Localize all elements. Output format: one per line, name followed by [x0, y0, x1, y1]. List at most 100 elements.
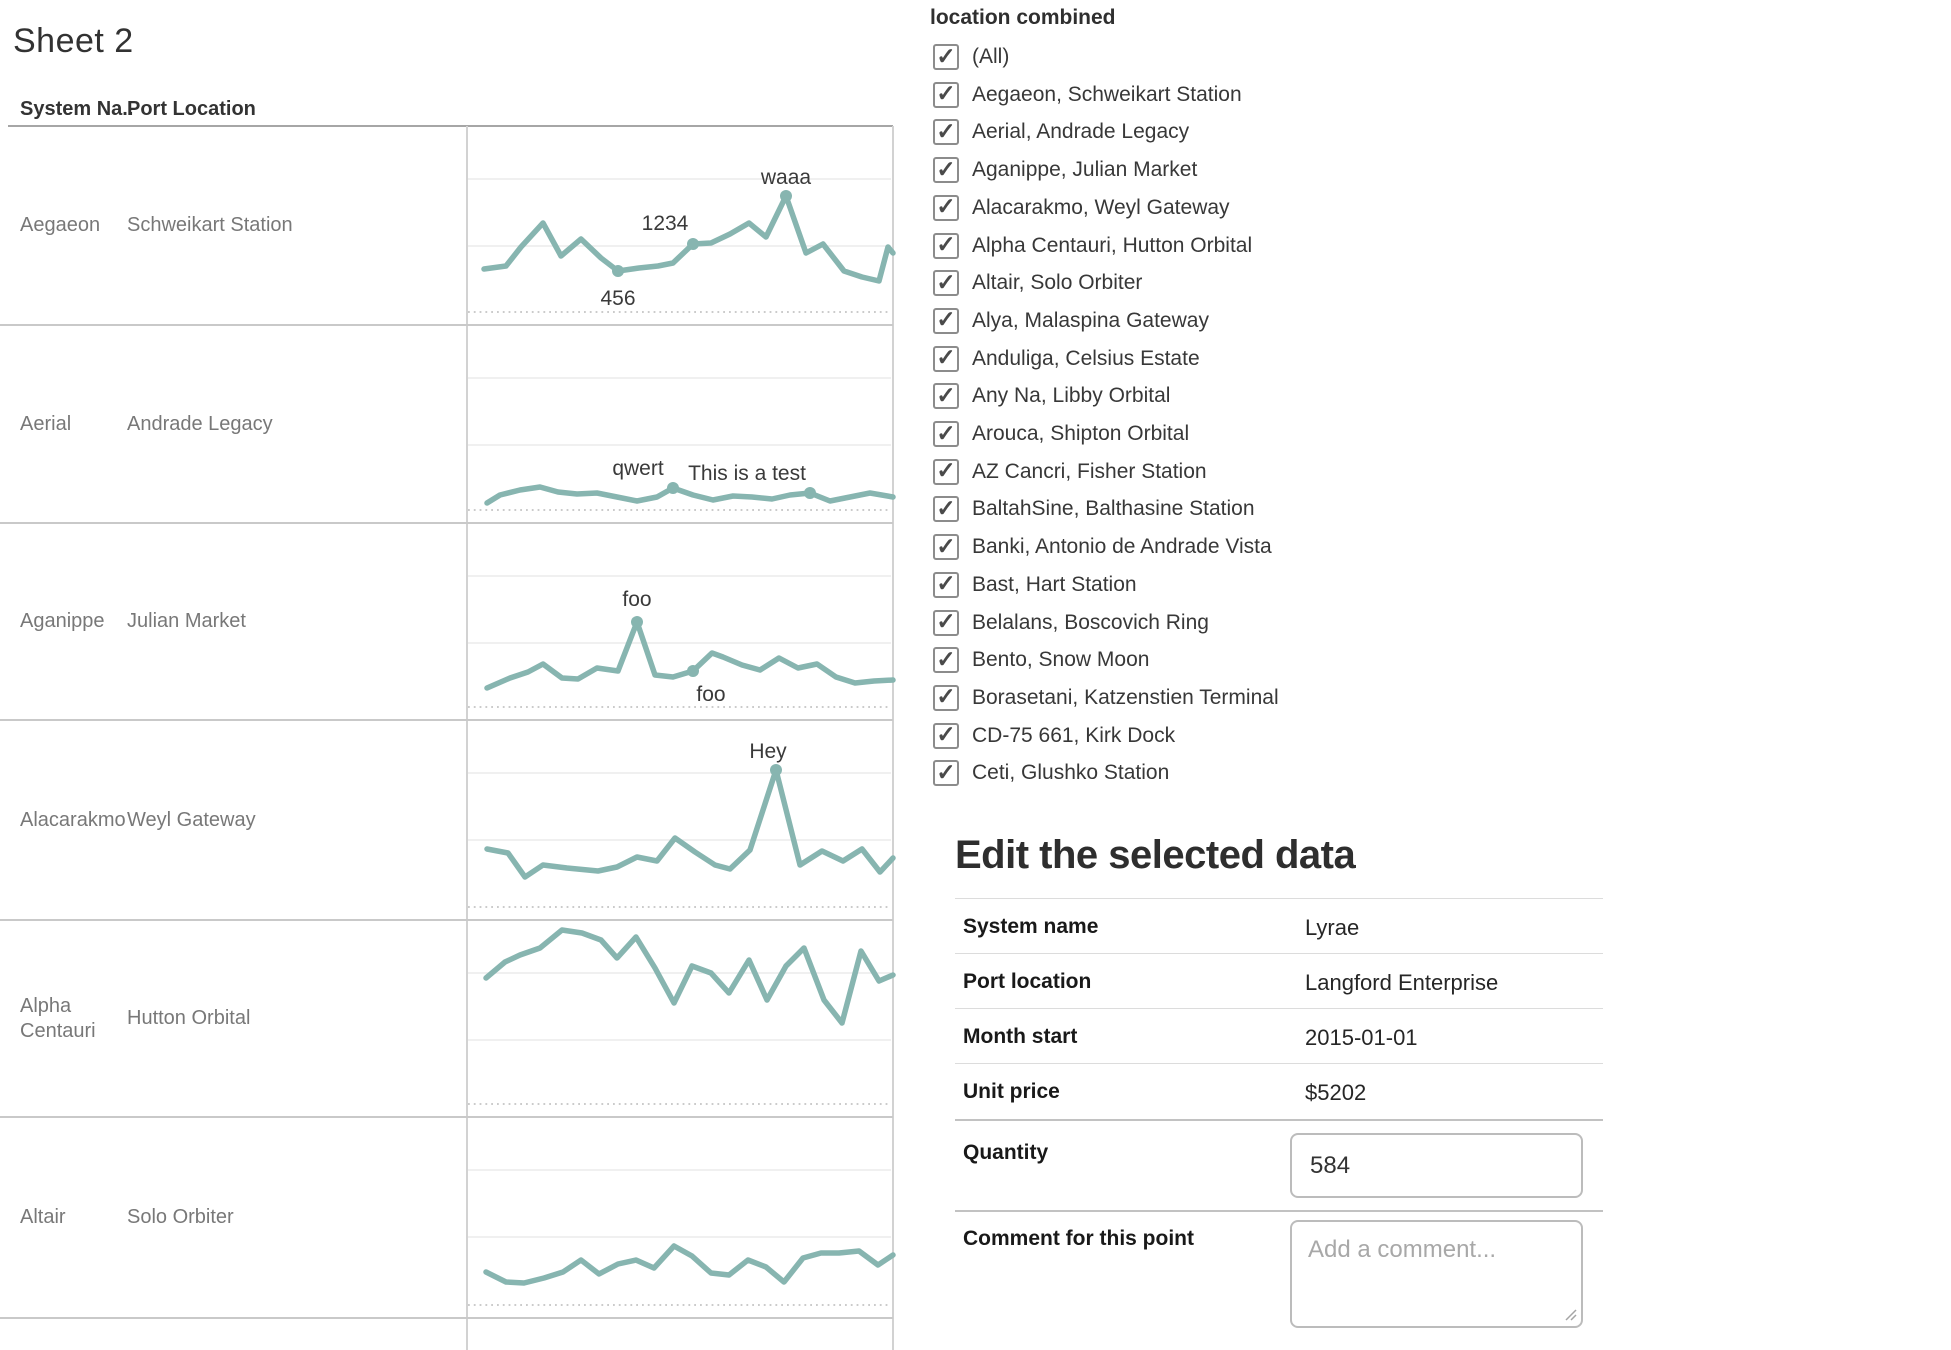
- comment-textarea[interactable]: [1290, 1220, 1583, 1328]
- sparkline-path[interactable]: [483, 1243, 896, 1286]
- chart-annotation[interactable]: 456: [600, 287, 635, 310]
- sparkline-chart[interactable]: [466, 920, 896, 1117]
- sparkline-chart[interactable]: foo foo: [466, 523, 896, 720]
- filter-item[interactable]: ✓ Arouca, Shipton Orbital: [933, 421, 1553, 447]
- form-field-value-text: $5202: [1305, 1080, 1367, 1105]
- checkbox[interactable]: ✓: [933, 345, 959, 372]
- check-icon: ✓: [936, 570, 956, 597]
- chart-annotation[interactable]: foo: [622, 588, 651, 611]
- resize-handle-icon[interactable]: [1562, 1306, 1578, 1322]
- row-divider: [0, 719, 893, 721]
- filter-item[interactable]: ✓ Aganippe, Julian Market: [933, 157, 1553, 184]
- table-row-port-label[interactable]: Schweikart Station: [127, 126, 427, 325]
- check-icon: ✓: [936, 231, 956, 257]
- table-row-system-label[interactable]: Aerial: [20, 325, 124, 523]
- sparkline-chart[interactable]: qwert This is a test: [466, 325, 896, 523]
- checkbox[interactable]: ✓: [933, 81, 959, 108]
- checkbox[interactable]: ✓: [933, 609, 959, 636]
- filter-item[interactable]: ✓ CD-75 661, Kirk Dock: [933, 722, 1553, 749]
- row-divider: [0, 919, 893, 921]
- form-field-label: System name: [963, 915, 1098, 939]
- table-row-port-label-text: Solo Orbiter: [127, 1206, 234, 1228]
- data-point-dot[interactable]: [612, 265, 624, 277]
- checkbox[interactable]: ✓: [933, 270, 959, 297]
- filter-item-label: Bento, Snow Moon: [972, 648, 1150, 672]
- table-row-system-label[interactable]: Alacarakmo: [20, 720, 126, 920]
- checkbox[interactable]: ✓: [933, 458, 959, 485]
- checkbox[interactable]: ✓: [933, 647, 959, 674]
- data-point-dot[interactable]: [687, 238, 699, 250]
- sparkline-chart[interactable]: waaa 1234 456: [466, 126, 896, 325]
- column-header-system-name[interactable]: System Na..: [20, 98, 134, 120]
- chart-annotation[interactable]: foo: [696, 683, 725, 706]
- checkbox[interactable]: ✓: [933, 383, 959, 410]
- data-point-dot[interactable]: [631, 616, 643, 628]
- chart-annotation[interactable]: qwert: [612, 457, 664, 480]
- filter-item[interactable]: ✓ Altair, Solo Orbiter: [933, 270, 1553, 297]
- sparkline-path[interactable]: [484, 767, 896, 880]
- checkbox[interactable]: ✓: [933, 722, 959, 749]
- column-header-port-location[interactable]: Port Location: [127, 98, 256, 120]
- checkbox[interactable]: ✓: [933, 570, 959, 598]
- table-row-port-label[interactable]: Hutton Orbital: [127, 920, 427, 1117]
- filter-item[interactable]: ✓ AZ Cancri, Fisher Station: [933, 458, 1553, 485]
- checkbox[interactable]: ✓: [933, 421, 959, 447]
- filter-item[interactable]: ✓ Ceti, Glushko Station: [933, 760, 1553, 787]
- table-row-port-label[interactable]: Andrade Legacy: [127, 325, 427, 523]
- data-point-dot[interactable]: [780, 190, 792, 202]
- chart-annotation[interactable]: waaa: [760, 166, 812, 189]
- filter-item[interactable]: ✓ Any Na, Libby Orbital: [933, 383, 1553, 410]
- checkbox[interactable]: ✓: [933, 44, 959, 70]
- filter-item[interactable]: ✓ Borasetani, Katzenstien Terminal: [933, 684, 1553, 711]
- chart-annotation[interactable]: 1234: [642, 212, 689, 235]
- checkbox[interactable]: ✓: [933, 496, 959, 523]
- checkbox[interactable]: ✓: [933, 307, 959, 334]
- table-row-system-label[interactable]: Alpha Centauri: [20, 920, 124, 1117]
- filter-item[interactable]: ✓ Bast, Hart Station: [933, 570, 1553, 598]
- filter-item[interactable]: ✓ Banki, Antonio de Andrade Vista: [933, 534, 1553, 561]
- table-row-system-label[interactable]: Aegaeon: [20, 126, 124, 325]
- filter-item[interactable]: ✓ Bento, Snow Moon: [933, 647, 1553, 674]
- data-point-dot[interactable]: [770, 764, 782, 776]
- filter-item[interactable]: ✓ Aegaeon, Schweikart Station: [933, 81, 1553, 108]
- quantity-input[interactable]: [1290, 1133, 1583, 1198]
- filter-item[interactable]: ✓ Alacarakmo, Weyl Gateway: [933, 194, 1553, 221]
- checkbox[interactable]: ✓: [933, 231, 959, 259]
- chart-annotation[interactable]: This is a test: [688, 462, 806, 485]
- table-row-system-label[interactable]: Aganippe: [20, 523, 124, 720]
- data-point-dot[interactable]: [804, 487, 816, 499]
- checkbox[interactable]: ✓: [933, 534, 959, 561]
- checkbox[interactable]: ✓: [933, 684, 959, 711]
- form-field-value-text: Langford Enterprise: [1305, 970, 1499, 995]
- table-row-system-label[interactable]: Altair: [20, 1117, 124, 1318]
- filter-item[interactable]: ✓ Aerial, Andrade Legacy: [933, 119, 1553, 146]
- data-point-dot[interactable]: [687, 665, 699, 677]
- checkbox[interactable]: ✓: [933, 760, 959, 787]
- sparkline-path[interactable]: [481, 193, 896, 284]
- sparkline-chart[interactable]: Hey: [466, 720, 896, 920]
- checkbox[interactable]: ✓: [933, 119, 959, 146]
- table-right-border: [892, 126, 894, 1350]
- chart-annotation[interactable]: Hey: [749, 740, 787, 763]
- table-row-system-label-text: Aegaeon: [20, 214, 101, 236]
- filter-item[interactable]: ✓ Anduliga, Celsius Estate: [933, 345, 1553, 372]
- header-underline: [8, 125, 893, 127]
- filter-item[interactable]: ✓ (All): [933, 44, 1553, 70]
- sheet-title: Sheet 2: [13, 22, 134, 60]
- sparkline-path[interactable]: [483, 927, 896, 1026]
- sparkline-chart[interactable]: [466, 1117, 896, 1318]
- data-point-dot[interactable]: [667, 482, 679, 494]
- form-field-value: Lyrae: [1305, 915, 1359, 941]
- checkbox[interactable]: ✓: [933, 194, 959, 221]
- filter-item[interactable]: ✓ BaltahSine, Balthasine Station: [933, 496, 1553, 523]
- filter-item[interactable]: ✓ Alpha Centauri, Hutton Orbital: [933, 231, 1553, 259]
- filter-item-label: Bast, Hart Station: [972, 572, 1137, 596]
- table-row-port-label[interactable]: Weyl Gateway: [127, 720, 427, 920]
- filter-item[interactable]: ✓ Belalans, Boscovich Ring: [933, 609, 1553, 636]
- checkbox[interactable]: ✓: [933, 157, 959, 184]
- filter-item[interactable]: ✓ Alya, Malaspina Gateway: [933, 307, 1553, 334]
- table-row-port-label[interactable]: Solo Orbiter: [127, 1117, 427, 1318]
- sparkline-path[interactable]: [484, 484, 896, 506]
- table-row-port-label[interactable]: Julian Market: [127, 523, 427, 720]
